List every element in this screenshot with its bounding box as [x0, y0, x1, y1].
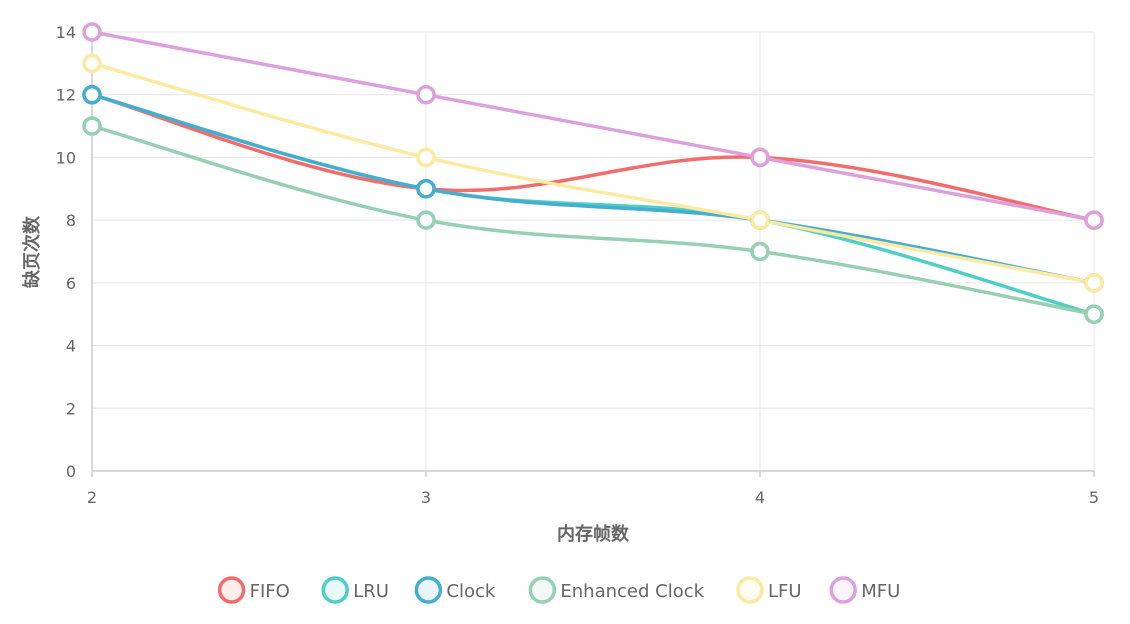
y-tick-label: 4 — [66, 337, 76, 356]
y-tick-label: 0 — [66, 462, 76, 481]
legend-item-lfu[interactable]: LFU — [736, 576, 802, 604]
data-point-enhanced-clock[interactable] — [82, 116, 102, 136]
data-point-lfu[interactable] — [82, 53, 102, 74]
legend-item-enhanced-clock[interactable]: Enhanced Clock — [528, 576, 705, 604]
legend-marker — [528, 576, 557, 604]
series-line-lfu — [90, 61, 1096, 285]
legend-label: LFU — [768, 581, 802, 602]
x-tick-label: 5 — [1089, 488, 1099, 507]
data-point-lfu[interactable] — [416, 147, 436, 168]
legend-marker — [829, 576, 857, 604]
legend-label: MFU — [861, 581, 900, 602]
legend-item-clock[interactable]: Clock — [414, 576, 496, 604]
legend-label: Enhanced Clock — [560, 581, 704, 602]
legend-label: Clock — [446, 581, 495, 602]
y-tick-label: 6 — [66, 274, 76, 293]
y-tick-label: 2 — [66, 399, 76, 418]
legend-marker — [217, 576, 246, 604]
x-tick-label: 4 — [755, 488, 765, 507]
series-line-fifo — [90, 92, 1096, 222]
y-tick-labels: 0 2 4 6 8 10 12 14 — [56, 23, 76, 481]
x-tick-label: 3 — [421, 488, 431, 507]
data-point-enhanced-clock[interactable] — [1084, 304, 1104, 324]
legend-item-mfu[interactable]: MFU — [829, 576, 900, 604]
series-group — [82, 22, 1104, 324]
axes — [91, 32, 1095, 477]
data-point-mfu[interactable] — [1084, 210, 1104, 230]
data-point-lfu[interactable] — [750, 210, 770, 230]
data-point-mfu[interactable] — [750, 147, 770, 168]
legend-item-fifo[interactable]: FIFO — [217, 576, 290, 604]
legend-marker — [736, 576, 764, 604]
legend-marker — [321, 576, 349, 604]
x-tick-labels: 2 3 4 5 — [87, 488, 1099, 507]
data-point-clock[interactable] — [416, 179, 436, 199]
legend-label: LRU — [353, 581, 389, 602]
y-tick-label: 14 — [56, 23, 76, 42]
data-point-enhanced-clock[interactable] — [416, 210, 436, 230]
x-axis-title: 内存帧数 — [557, 523, 630, 545]
legend-item-lru[interactable]: LRU — [321, 576, 389, 604]
legend-label: FIFO — [250, 581, 290, 602]
y-axis-title: 缺页次数 — [21, 215, 43, 289]
data-point-mfu[interactable] — [416, 84, 436, 105]
data-point-lfu[interactable] — [1084, 273, 1104, 293]
grid-lines — [91, 31, 1095, 472]
x-tick-label: 2 — [87, 488, 97, 507]
data-point-mfu[interactable] — [82, 22, 102, 42]
y-tick-label: 10 — [56, 148, 76, 167]
series-line-clock — [90, 92, 1096, 285]
y-tick-label: 8 — [66, 211, 76, 230]
legend[interactable]: FIFO LRU Clock Enhanced Clock LFU MFU — [217, 576, 901, 604]
series-line-enhanced-clock — [90, 124, 1096, 316]
legend-marker — [414, 576, 443, 604]
data-point-clock[interactable] — [82, 84, 102, 105]
series-line-mfu — [90, 30, 1096, 222]
data-point-enhanced-clock[interactable] — [750, 241, 770, 262]
y-tick-label: 12 — [56, 86, 76, 105]
